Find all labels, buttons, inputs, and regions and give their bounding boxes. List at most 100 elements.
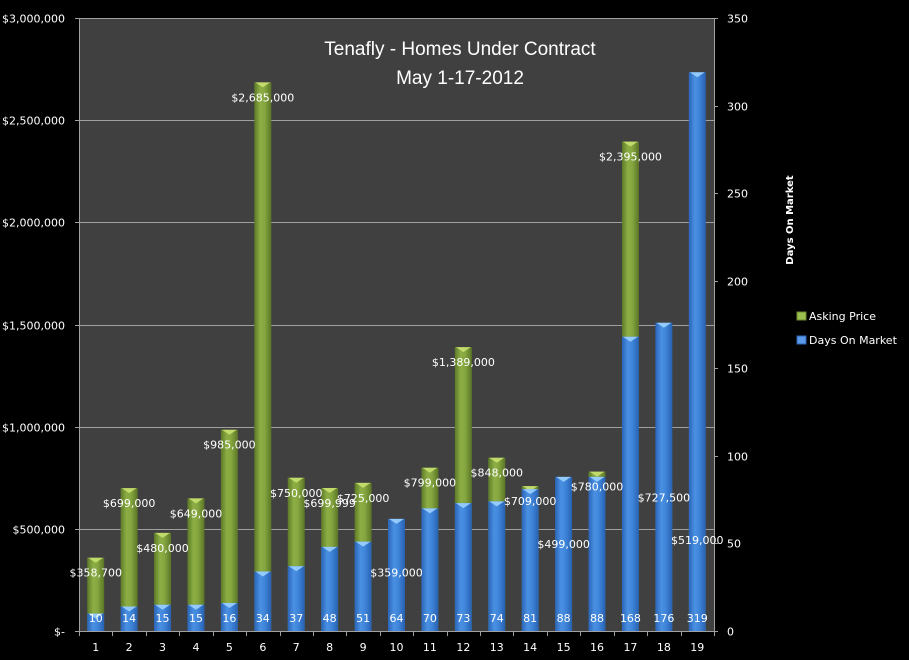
x-axis-tick-label: 17 — [623, 641, 637, 654]
days-on-market-label: 168 — [620, 612, 641, 625]
x-axis-tick-label: 5 — [226, 641, 233, 654]
days-on-market-bar — [521, 489, 539, 631]
legend-label: Days On Market — [809, 334, 898, 347]
left-axis-tick-label: $1,000,000 — [2, 422, 65, 435]
days-on-market-bar — [354, 541, 372, 631]
x-axis-tick-label: 13 — [490, 641, 504, 654]
asking-price-label: $1,389,000 — [432, 356, 495, 369]
asking-price-bar — [87, 557, 105, 631]
asking-price-bar — [187, 498, 205, 631]
days-on-market-label: 74 — [490, 612, 504, 625]
legend-item: Asking Price — [796, 310, 876, 323]
days-on-market-label: 37 — [289, 612, 303, 625]
asking-price-label: $649,000 — [170, 507, 223, 520]
asking-price-label: $699,000 — [103, 497, 156, 510]
asking-price-label: $359,000 — [370, 567, 423, 580]
left-axis-tick-label: $2,000,000 — [2, 217, 65, 230]
asking-price-label: $699,999 — [303, 497, 356, 510]
asking-price-label: $499,000 — [537, 538, 590, 551]
days-on-market-label: 70 — [423, 612, 437, 625]
days-on-market-bar — [388, 518, 405, 631]
asking-price-bar — [254, 82, 272, 632]
legend-item: Days On Market — [796, 334, 898, 347]
days-on-market-bar — [421, 508, 439, 631]
days-on-market-bar — [488, 501, 506, 631]
x-axis-tick-label: 19 — [690, 641, 704, 654]
right-axis-tick-label: 100 — [727, 451, 748, 464]
asking-price-label: $799,000 — [404, 477, 457, 490]
x-axis-tick-label: 4 — [192, 641, 199, 654]
chart-subtitle: May 1-17-2012 — [396, 68, 524, 89]
left-axis-tick-label: $500,000 — [13, 524, 66, 537]
x-axis-tick-label: 18 — [657, 641, 671, 654]
left-axis-tick-label: $2,500,000 — [2, 115, 65, 128]
asking-price-label: $709,000 — [504, 495, 557, 508]
asking-price-label: $519,000 — [671, 534, 724, 547]
days-on-market-label: 51 — [356, 612, 370, 625]
days-on-market-bar — [287, 566, 305, 631]
days-on-market-label: 16 — [222, 612, 236, 625]
left-axis-tick-label: $3,000,000 — [2, 13, 65, 26]
axes: $- $500,000 $1,000,000 $1,500,000 $2,000,000… — [2, 13, 748, 655]
days-on-market-label: 64 — [390, 612, 404, 625]
days-on-market-label: 48 — [323, 612, 337, 625]
days-on-market-label: 15 — [156, 612, 170, 625]
asking-price-label: $480,000 — [136, 542, 189, 555]
days-on-market-bar — [588, 476, 606, 631]
days-on-market-label: 319 — [687, 612, 708, 625]
left-axis-tick-label: $1,500,000 — [2, 320, 65, 333]
asking-price-bar — [220, 429, 238, 631]
asking-price-swatch-icon — [796, 311, 807, 321]
days-on-market-label: 14 — [122, 612, 136, 625]
x-axis-tick-label: 9 — [360, 641, 367, 654]
days-on-market-bars — [87, 72, 706, 631]
days-on-market-label: 88 — [557, 612, 571, 625]
x-axis-tick-label: 15 — [557, 641, 571, 654]
x-axis-tick-label: 16 — [590, 641, 604, 654]
days-on-market-bar — [321, 546, 339, 631]
x-axis-tick-label: 12 — [456, 641, 470, 654]
asking-price-label: $727,500 — [638, 491, 691, 504]
chart-title: Tenafly - Homes Under Contract — [324, 39, 596, 60]
x-axis-tick-label: 1 — [92, 641, 99, 654]
days-on-market-label: 10 — [89, 612, 103, 625]
days-on-market-label: 176 — [653, 612, 674, 625]
days-on-market-bar — [621, 336, 639, 631]
days-on-market-bar — [187, 604, 205, 631]
asking-price-label: $2,685,000 — [231, 91, 294, 104]
days-on-market-bar — [555, 476, 573, 631]
right-axis-tick-label: 300 — [727, 101, 748, 114]
x-axis-tick-label: 6 — [259, 641, 266, 654]
x-axis-tick-label: 8 — [326, 641, 333, 654]
x-axis-tick-label: 10 — [390, 641, 404, 654]
days-on-market-label: 73 — [456, 612, 470, 625]
asking-price-label: $750,000 — [270, 487, 323, 500]
days-on-market-bar — [220, 602, 238, 631]
asking-price-label: $2,395,000 — [599, 151, 662, 164]
x-axis-tick-label: 3 — [159, 641, 166, 654]
gridlines — [79, 18, 714, 530]
days-on-market-bar — [154, 604, 172, 631]
asking-price-label: $780,000 — [571, 481, 624, 494]
right-axis-tick-label: 250 — [727, 188, 748, 201]
legend: Asking Price Days On Market — [796, 310, 898, 347]
right-axis-title: Days On Market — [785, 175, 796, 265]
days-on-market-bar — [87, 613, 105, 631]
x-axis-tick-label: 2 — [126, 641, 133, 654]
right-axis-tick-label: 350 — [727, 13, 748, 26]
asking-price-bar — [120, 488, 138, 631]
days-on-market-bar — [655, 322, 673, 631]
right-axis-tick-label: 200 — [727, 276, 748, 289]
days-on-market-label: 88 — [590, 612, 604, 625]
days-on-market-swatch-icon — [796, 335, 807, 345]
right-axis-tick-label: 50 — [727, 538, 741, 551]
days-on-market-bar — [120, 606, 138, 631]
x-axis-tick-label: 11 — [423, 641, 437, 654]
right-axis-tick-label: 150 — [727, 363, 748, 376]
legend-label: Asking Price — [809, 310, 876, 323]
days-on-market-label: 15 — [189, 612, 203, 625]
days-on-market-bar — [254, 571, 272, 631]
days-on-market-label: 81 — [523, 612, 537, 625]
x-axis-tick-label: 14 — [523, 641, 537, 654]
